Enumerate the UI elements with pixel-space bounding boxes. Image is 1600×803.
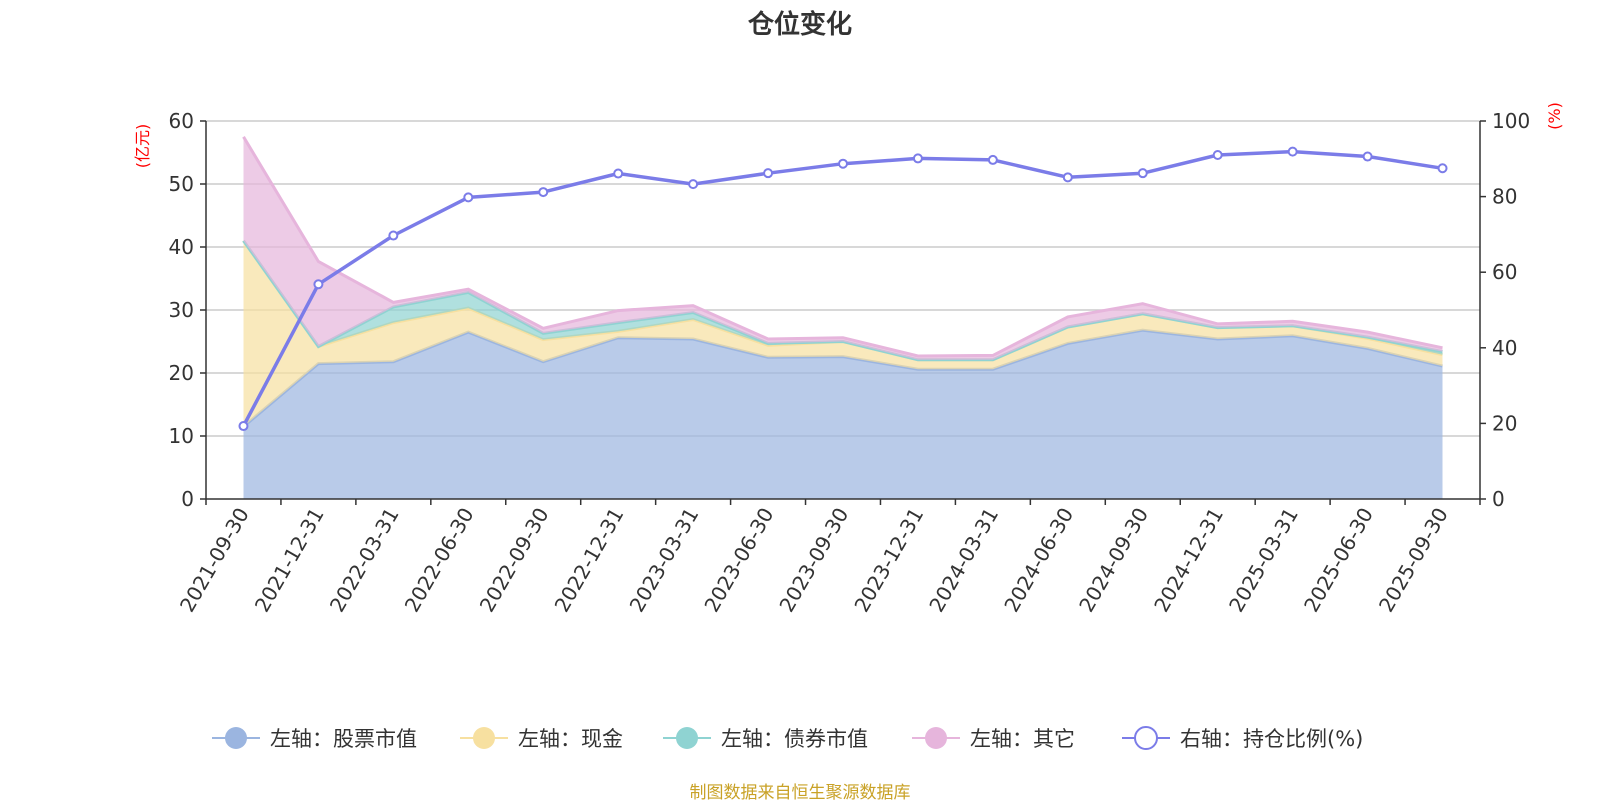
legend-item[interactable]: 右轴：持仓比例(%) bbox=[1122, 726, 1363, 751]
x-tick-label: 2022-06-30 bbox=[400, 504, 479, 617]
legend-item[interactable]: 左轴：现金 bbox=[460, 727, 623, 751]
right-axis-unit: (%) bbox=[1545, 102, 1564, 130]
legend-label: 左轴：其它 bbox=[970, 727, 1075, 751]
legend-label: 左轴：现金 bbox=[518, 727, 623, 751]
right-tick-label: 60 bbox=[1492, 260, 1517, 284]
x-tick-label: 2025-03-31 bbox=[1224, 504, 1303, 617]
left-tick-label: 60 bbox=[169, 109, 194, 133]
ratio-point bbox=[613, 168, 624, 179]
right-tick-label: 100 bbox=[1492, 109, 1530, 133]
ratio-point bbox=[1062, 172, 1073, 183]
x-tick-label: 2022-09-30 bbox=[475, 504, 554, 617]
ratio-point bbox=[688, 179, 699, 190]
ratio-point bbox=[463, 192, 474, 203]
left-tick-label: 50 bbox=[169, 172, 194, 196]
right-tick-label: 0 bbox=[1492, 487, 1505, 511]
left-axis-unit: (亿元) bbox=[133, 124, 152, 169]
x-tick-label: 2023-12-31 bbox=[849, 504, 928, 617]
ratio-line bbox=[238, 146, 1448, 432]
ratio-point bbox=[313, 279, 324, 290]
ratio-point bbox=[838, 158, 848, 169]
area-2 bbox=[243, 240, 1443, 427]
x-tick-label: 2021-09-30 bbox=[175, 504, 254, 617]
legend-marker bbox=[1134, 726, 1158, 750]
x-tick-label: 2024-03-31 bbox=[924, 504, 1003, 617]
x-tick-label: 2021-12-31 bbox=[250, 504, 329, 617]
legend-label: 左轴：股票市值 bbox=[270, 727, 417, 751]
ratio-point bbox=[1137, 168, 1148, 179]
left-tick-label: 0 bbox=[181, 487, 194, 511]
x-tick-label: 2025-09-30 bbox=[1374, 504, 1453, 617]
left-tick-label: 40 bbox=[169, 235, 194, 259]
x-tick-label: 2024-12-31 bbox=[1149, 504, 1228, 617]
legend-item[interactable]: 左轴：其它 bbox=[912, 727, 1075, 751]
left-tick-label: 30 bbox=[169, 298, 194, 322]
legend-marker bbox=[473, 727, 495, 749]
left-tick-label: 20 bbox=[169, 361, 194, 385]
ratio-point bbox=[538, 187, 549, 198]
ratio-point bbox=[388, 230, 399, 241]
legend-marker bbox=[225, 727, 247, 749]
x-tick-label: 2023-09-30 bbox=[774, 504, 853, 617]
ratio-point bbox=[1362, 151, 1373, 162]
legend-item[interactable]: 左轴：债券市值 bbox=[663, 727, 868, 751]
right-tick-label: 80 bbox=[1492, 185, 1517, 209]
x-tick-label: 2022-12-31 bbox=[550, 504, 629, 617]
left-tick-label: 10 bbox=[169, 424, 194, 448]
legend-item[interactable]: 左轴：股票市值 bbox=[212, 727, 417, 751]
ratio-point bbox=[1287, 146, 1298, 157]
x-tick-label: 2023-06-30 bbox=[699, 504, 778, 617]
x-tick-label: 2024-09-30 bbox=[1074, 504, 1153, 617]
ratio-point bbox=[238, 421, 249, 432]
right-tick-label: 20 bbox=[1492, 411, 1517, 435]
ratio-point bbox=[763, 168, 774, 179]
area-edge-4 bbox=[242, 136, 1443, 358]
ratio-point bbox=[987, 154, 998, 165]
legend-label: 左轴：债券市值 bbox=[721, 727, 868, 751]
legend[interactable]: 左轴：股票市值 左轴：现金 左轴：债券市值 左轴：其它 右轴：持仓比例(%) bbox=[212, 726, 1363, 751]
x-tick-label: 2023-03-31 bbox=[625, 504, 704, 617]
legend-marker bbox=[925, 727, 947, 749]
ratio-point bbox=[912, 153, 923, 164]
legend-marker bbox=[676, 727, 698, 749]
ratio-point bbox=[1212, 150, 1223, 161]
x-tick-label: 2024-06-30 bbox=[999, 504, 1078, 617]
x-tick-label: 2025-06-30 bbox=[1299, 504, 1378, 617]
chart-title: 仓位变化 bbox=[747, 9, 852, 40]
ratio-point bbox=[1437, 163, 1448, 174]
stacked-areas bbox=[242, 136, 1443, 499]
x-tick-label: 2022-03-31 bbox=[325, 503, 404, 616]
area-1 bbox=[243, 330, 1443, 499]
source-note: 制图数据来自恒生聚源数据库 bbox=[689, 783, 911, 803]
right-tick-label: 40 bbox=[1492, 336, 1517, 360]
legend-label: 右轴：持仓比例(%) bbox=[1180, 727, 1363, 751]
